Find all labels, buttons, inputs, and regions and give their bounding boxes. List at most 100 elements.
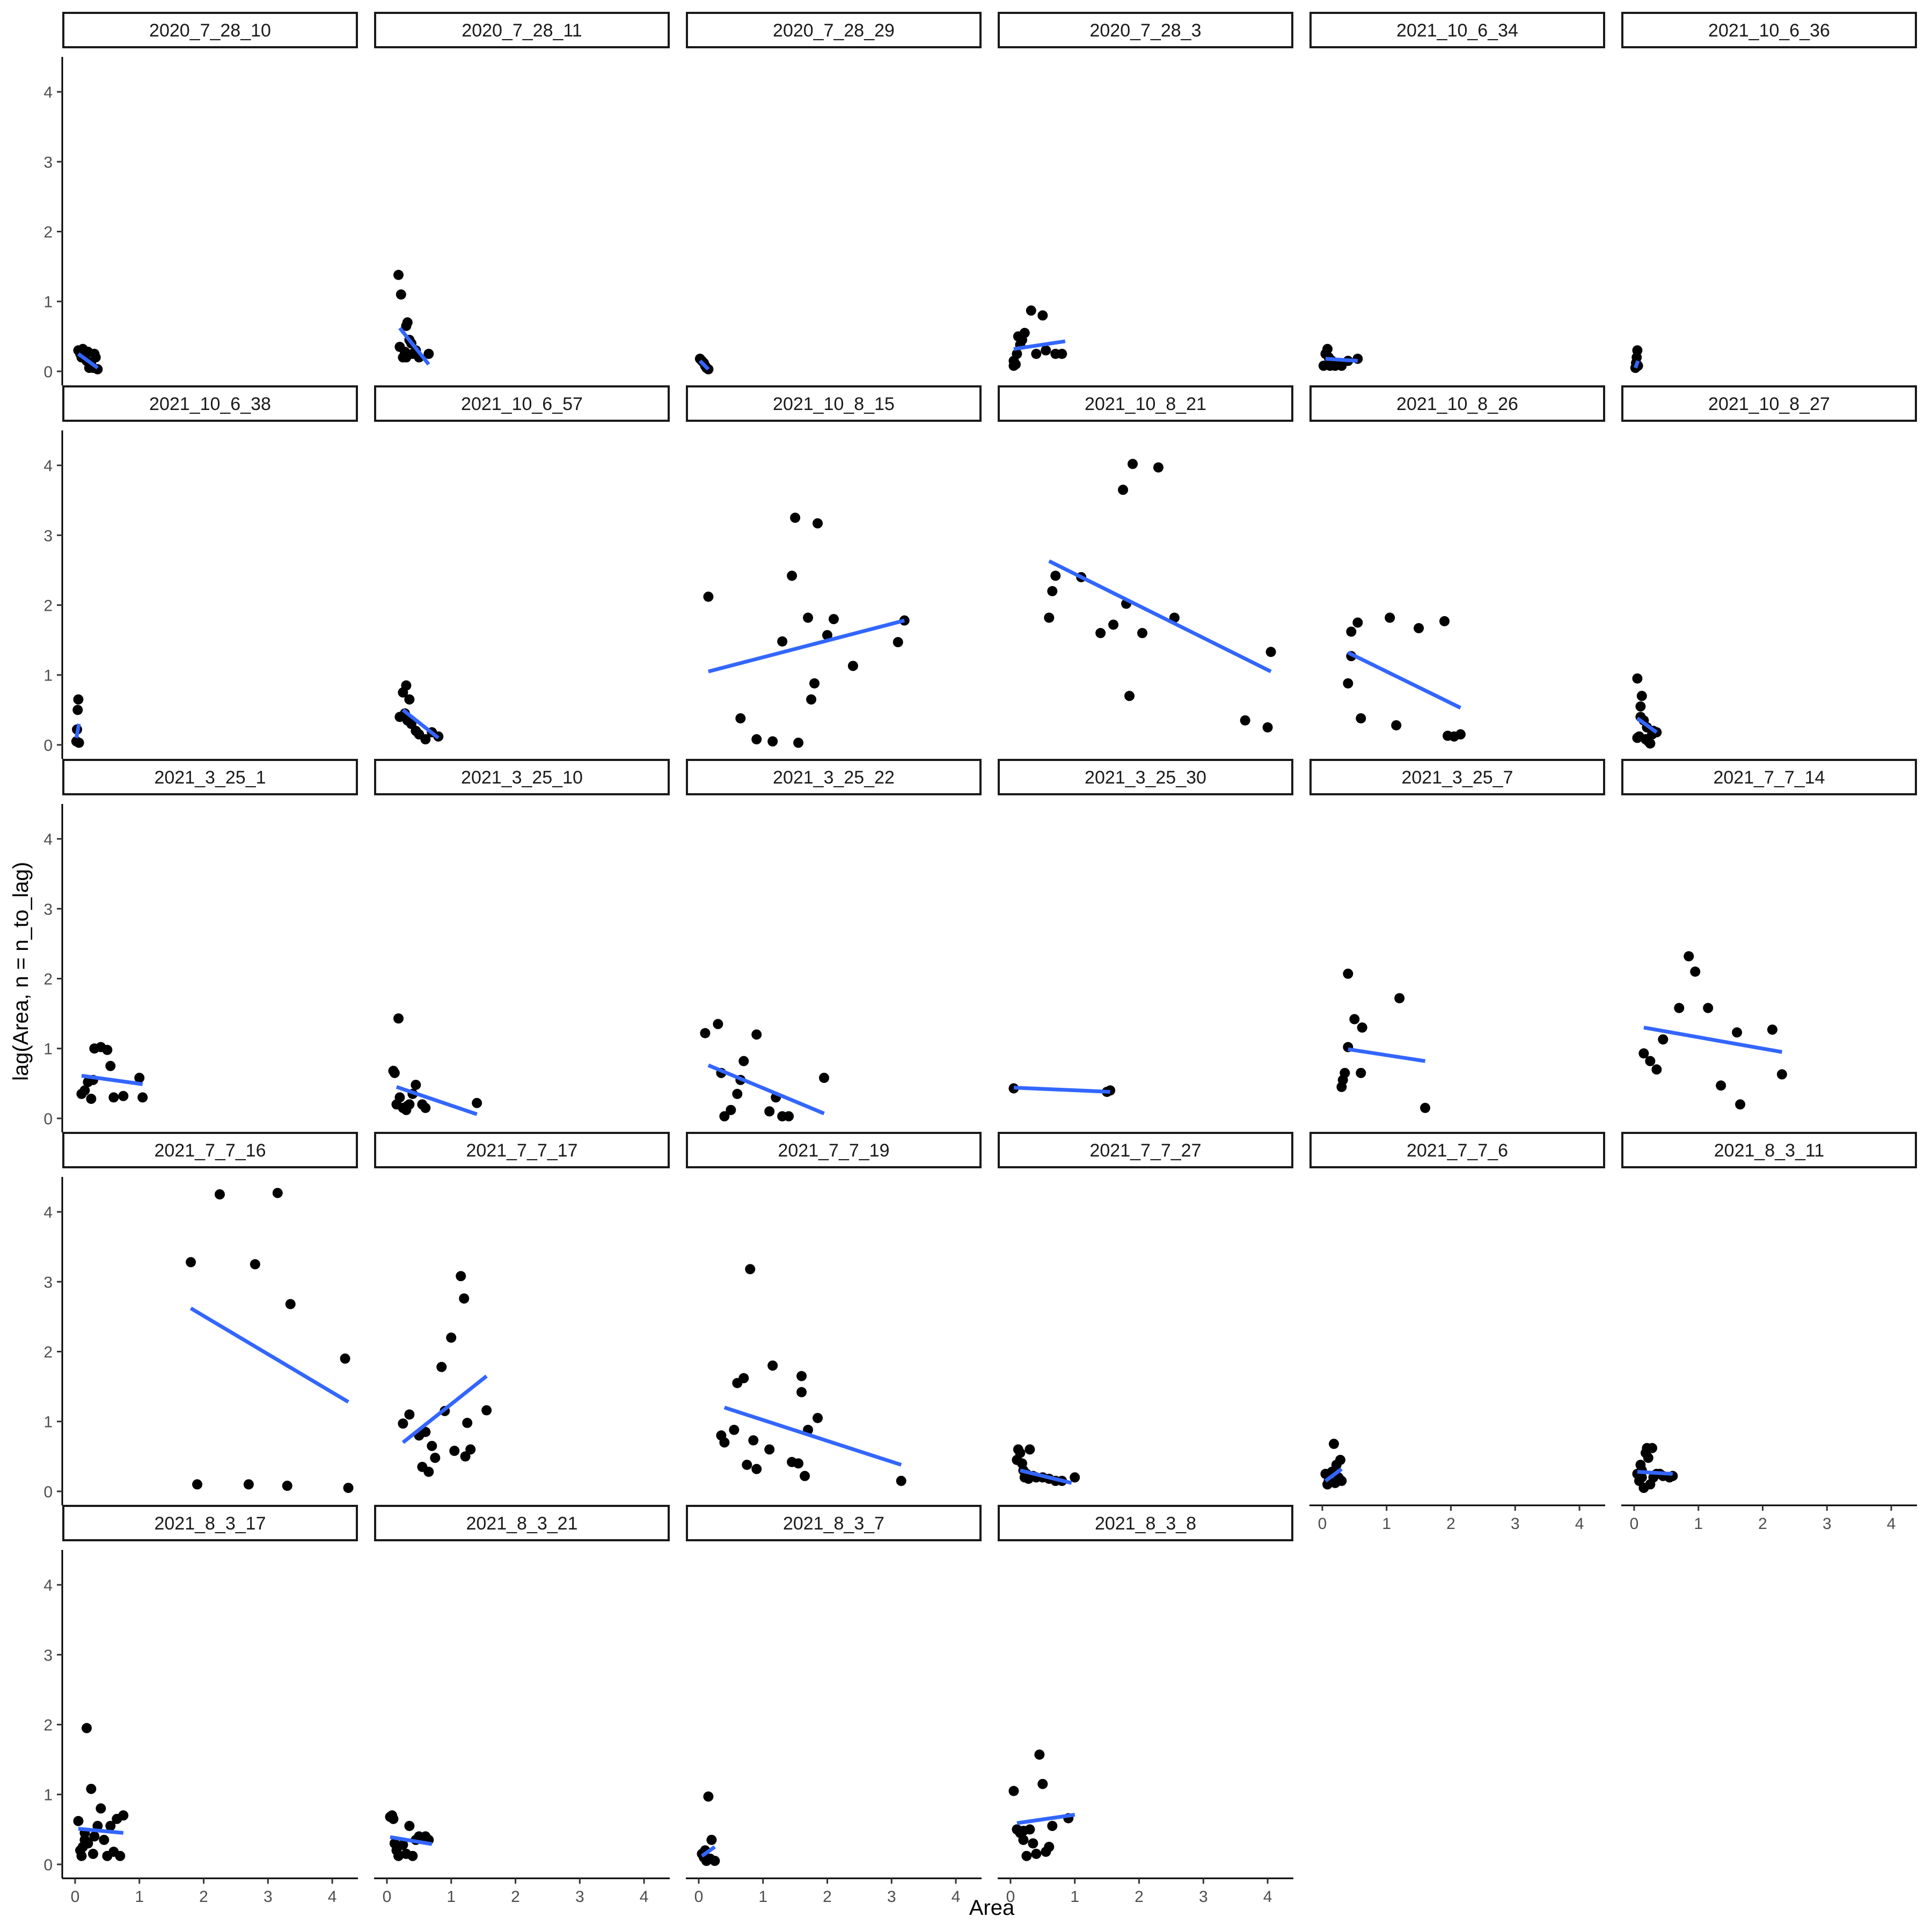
data-point <box>1037 310 1048 321</box>
facet-panel: 2021_7_7_6 0 1 2 3 4 <box>1309 1132 1605 1533</box>
x-tick-label: 4 <box>1263 1888 1272 1906</box>
data-point <box>1015 1447 1026 1458</box>
regression-line <box>1637 1470 1673 1476</box>
facet-strip <box>1309 12 1605 48</box>
facet-strip-label: 2021_10_6_34 <box>1396 20 1518 41</box>
data-point <box>82 1723 92 1733</box>
facet-strip-label: 2021_7_7_14 <box>1713 767 1825 788</box>
facet-strip <box>1621 385 1917 422</box>
x-tick-label: 0 <box>383 1888 392 1906</box>
y-tick-label: 2 <box>43 224 53 241</box>
facet-strip <box>998 385 1293 422</box>
data-point <box>460 1451 471 1462</box>
data-point <box>1776 1069 1787 1080</box>
data-point <box>1346 626 1357 637</box>
x-tick-label: 2 <box>511 1888 520 1906</box>
facet-strip-label: 2021_3_25_30 <box>1085 767 1206 788</box>
data-point <box>777 636 788 647</box>
data-point <box>73 1816 84 1826</box>
regression-line <box>401 1374 488 1444</box>
facet-strip-label: 2021_10_6_36 <box>1708 20 1830 41</box>
data-point <box>1021 1850 1032 1861</box>
data-point <box>1050 570 1061 581</box>
regression-line <box>698 359 710 371</box>
data-point <box>118 1810 129 1821</box>
data-point <box>1356 713 1366 723</box>
data-point <box>703 1791 714 1802</box>
x-tick-label: 3 <box>1199 1888 1208 1906</box>
regression-line <box>77 352 99 370</box>
data-point <box>87 1848 98 1859</box>
data-point <box>767 736 778 747</box>
facet-panel: 2021_10_8_15 <box>686 385 982 748</box>
data-point <box>1638 1048 1649 1059</box>
data-point <box>73 694 84 705</box>
data-point <box>1643 1452 1653 1463</box>
data-point <box>748 1435 759 1446</box>
facet-strip <box>998 1505 1293 1541</box>
data-point <box>829 614 839 625</box>
data-point <box>1018 1825 1029 1836</box>
data-point <box>1108 619 1119 630</box>
facet-panel: 2021_10_6_57 <box>374 385 670 745</box>
data-point <box>137 1092 148 1103</box>
data-point <box>822 630 833 641</box>
x-tick-label: 3 <box>887 1888 896 1906</box>
regression-line <box>1016 1813 1075 1825</box>
x-tick-label: 3 <box>575 1888 584 1906</box>
regression-line <box>708 618 905 674</box>
data-point <box>793 737 804 748</box>
data-point <box>790 513 801 523</box>
data-point <box>1329 1438 1340 1449</box>
regression-line <box>1020 1468 1072 1485</box>
data-point <box>1645 738 1656 749</box>
data-point <box>751 1029 762 1040</box>
data-point <box>1137 628 1148 639</box>
data-point <box>709 1855 720 1866</box>
data-point <box>393 1013 404 1024</box>
data-point <box>1262 722 1273 733</box>
data-point <box>1767 1024 1777 1035</box>
facet-panel: 2021_7_7_16 0 1 2 3 4 <box>43 1132 358 1505</box>
x-tick-label: 2 <box>823 1888 832 1906</box>
facet-panel: 2020_7_28_29 <box>686 12 982 375</box>
data-point <box>389 1067 400 1078</box>
data-point <box>1394 993 1405 1004</box>
x-tick-label: 1 <box>758 1888 767 1906</box>
facet-panel: 2021_7_7_27 <box>998 1132 1293 1486</box>
x-tick-label: 1 <box>447 1888 456 1906</box>
data-point <box>787 570 797 581</box>
data-point <box>396 289 406 300</box>
x-tick-label: 3 <box>1511 1515 1520 1533</box>
data-point <box>1716 1080 1726 1091</box>
data-point <box>420 734 431 745</box>
facet-panel: 2021_8_3_11 0 1 2 3 4 <box>1621 1132 1917 1533</box>
regression-line <box>707 1063 825 1116</box>
y-tick-label: 0 <box>43 1110 53 1128</box>
data-point <box>250 1259 260 1270</box>
data-point <box>134 1072 145 1083</box>
data-point <box>1044 612 1055 623</box>
data-point <box>1265 647 1276 657</box>
facet-strip-label: 2021_7_7_16 <box>154 1140 266 1161</box>
x-tick-label: 4 <box>1575 1515 1584 1533</box>
regression-line <box>1013 1086 1110 1094</box>
facet-strip-label: 2021_8_3_7 <box>783 1513 884 1534</box>
data-point <box>813 1413 823 1423</box>
facet-panel: 2020_7_28_11 <box>374 12 670 366</box>
x-tick-label: 0 <box>1318 1515 1327 1533</box>
data-point <box>726 1104 736 1115</box>
facet-strip <box>62 759 358 795</box>
data-point <box>751 734 762 745</box>
data-point <box>393 1850 404 1861</box>
facet-strip <box>62 12 358 48</box>
data-point <box>1026 305 1036 316</box>
data-point <box>738 1373 749 1384</box>
data-point <box>813 518 823 529</box>
facet-panel: 2021_10_8_27 <box>1621 385 1917 749</box>
data-point <box>430 1452 441 1463</box>
data-point <box>1028 1838 1038 1849</box>
facet-strip-label: 2020_7_28_10 <box>149 20 271 41</box>
data-point <box>214 1189 225 1200</box>
data-point <box>719 1437 730 1448</box>
